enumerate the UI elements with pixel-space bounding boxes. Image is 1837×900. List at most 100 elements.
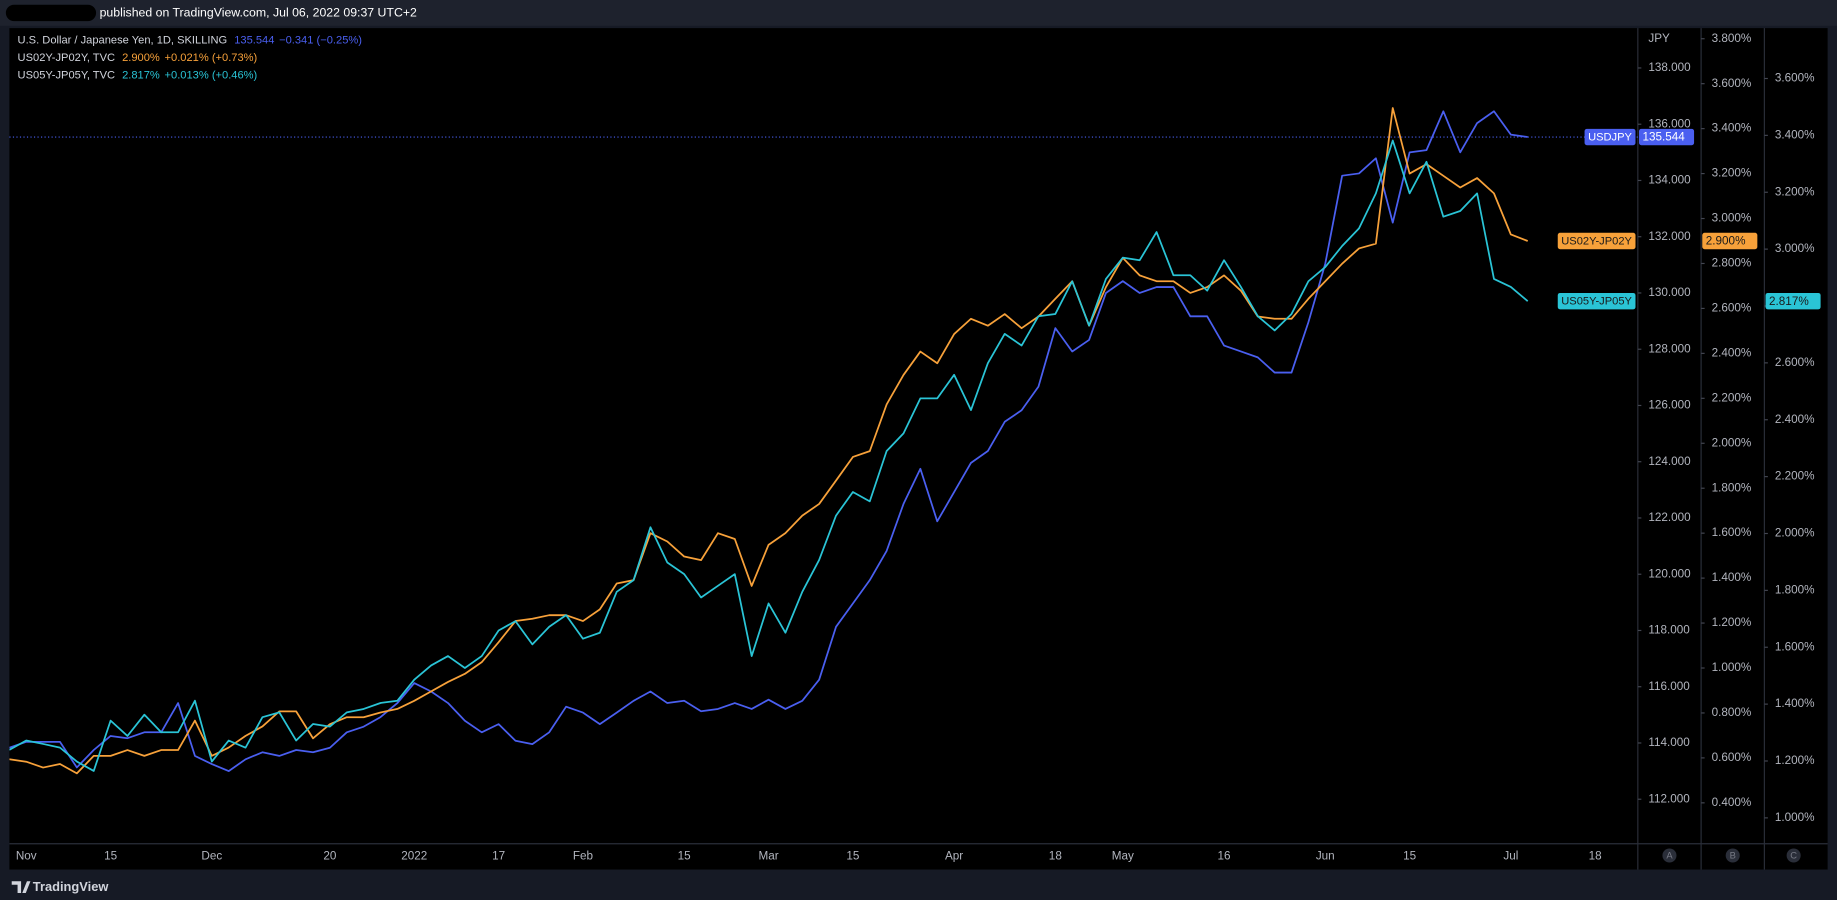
x-tick-label: 17 — [492, 850, 505, 863]
y-tick-label: 3.400% — [1775, 128, 1815, 141]
y-tick-label: 0.600% — [1712, 751, 1752, 764]
y-tick-label: 1.400% — [1712, 571, 1752, 584]
publish-info: published on TradingView.com, Jul 06, 20… — [100, 6, 417, 20]
y-tick-label: 1.800% — [1712, 481, 1752, 494]
legend-value: 2.900% — [122, 52, 160, 64]
last-value-label: 135.544 — [1643, 131, 1686, 144]
legend-value: 135.544 — [234, 34, 274, 46]
axis-button-label: C — [1790, 851, 1797, 861]
y-tick-label: 1.600% — [1712, 526, 1752, 539]
y-tick-label: 2.800% — [1712, 257, 1752, 270]
series-name-tag-label: US05Y-JP05Y — [1561, 296, 1632, 308]
y-tick-label: 2.400% — [1775, 413, 1815, 426]
x-tick-label: 20 — [323, 850, 337, 863]
y-tick-label: 1.600% — [1775, 640, 1815, 653]
series-name-tag — [1584, 128, 1636, 146]
axis-button-label: B — [1730, 851, 1736, 861]
legend-title: US05Y-JP05Y, TVC — [18, 70, 116, 82]
series-name-tag-label: US02Y-JP02Y — [1561, 236, 1632, 248]
x-tick-label: Apr — [945, 850, 963, 863]
y-tick-label: 0.800% — [1712, 706, 1752, 719]
last-value-label: 2.817% — [1769, 295, 1809, 308]
y-tick-label: 2.200% — [1712, 391, 1752, 404]
legend-change: −0.341 (−0.25%) — [279, 34, 362, 46]
x-tick-label: 16 — [1218, 850, 1231, 863]
y-tick-label: 130.000 — [1648, 286, 1691, 299]
x-tick-label: 2022 — [401, 850, 427, 863]
last-value-tag — [1639, 128, 1695, 146]
legend-entry: US02Y-JP02Y, TVC 2.900% +0.021% (+0.73%) — [18, 52, 258, 64]
axis-button — [1786, 848, 1801, 863]
footer-logo — [11, 881, 31, 893]
legend-value: 2.817% — [122, 70, 160, 82]
y-tick-label: 2.400% — [1712, 346, 1752, 359]
y-tick-label: 136.000 — [1648, 117, 1691, 130]
x-tick-label: 15 — [1403, 850, 1417, 863]
y-tick-label: 3.600% — [1712, 77, 1752, 90]
x-tick-label: Mar — [758, 850, 778, 863]
y-tick-label: 132.000 — [1648, 230, 1691, 243]
y-tick-label: 2.600% — [1775, 356, 1815, 369]
y-tick-label: 134.000 — [1648, 174, 1691, 187]
axis-button-label: A — [1666, 851, 1673, 861]
x-tick-label: 18 — [1049, 850, 1062, 863]
y-tick-label: 114.000 — [1648, 736, 1690, 749]
logo-icon — [11, 881, 31, 893]
axis-button — [1725, 848, 1740, 863]
y-tick-label: 3.000% — [1712, 212, 1752, 225]
price-axis-unit: JPY — [1648, 32, 1670, 45]
y-tick-label: 3.000% — [1775, 242, 1815, 255]
y-tick-label: 1.000% — [1775, 811, 1815, 824]
y-tick-label: 1.200% — [1712, 616, 1752, 629]
y-tick-label: 116.000 — [1648, 680, 1690, 693]
series-name-tag — [1557, 292, 1636, 310]
x-tick-label: 15 — [104, 850, 118, 863]
y-tick-label: 112.000 — [1648, 792, 1690, 805]
y-tick-label: 2.000% — [1712, 436, 1752, 449]
y-tick-label: 1.800% — [1775, 583, 1815, 596]
x-tick-label: May — [1112, 850, 1134, 863]
y-tick-label: 128.000 — [1648, 342, 1691, 355]
x-tick-label: Dec — [201, 850, 222, 863]
y-tick-label: 3.800% — [1712, 32, 1752, 45]
legend-title: U.S. Dollar / Japanese Yen, 1D, SKILLING — [18, 34, 228, 46]
y-tick-label: 1.400% — [1775, 697, 1815, 710]
top-bar — [0, 0, 1837, 26]
legend-change: +0.013% (+0.46%) — [165, 70, 258, 82]
series-name-tag-label: USDJPY — [1588, 132, 1632, 144]
y-tick-label: 3.600% — [1775, 72, 1815, 85]
y-tick-label: 2.000% — [1775, 527, 1815, 540]
y-tick-label: 3.400% — [1712, 122, 1752, 135]
series-line — [9, 107, 1529, 775]
y-tick-label: 124.000 — [1648, 455, 1691, 468]
chart-pane — [9, 28, 1828, 870]
y-tick-label: 2.600% — [1712, 302, 1752, 315]
x-tick-label: Nov — [16, 850, 37, 863]
x-tick-label: 15 — [678, 850, 692, 863]
y-tick-label: 2.200% — [1775, 470, 1815, 483]
y-tick-label: 126.000 — [1648, 399, 1691, 412]
legend-change: +0.021% (+0.73%) — [165, 52, 258, 64]
legend-entry: U.S. Dollar / Japanese Yen, 1D, SKILLING… — [18, 34, 363, 46]
last-value-label: 2.900% — [1706, 235, 1746, 248]
y-tick-label: 122.000 — [1648, 511, 1691, 524]
x-tick-label: 15 — [846, 850, 860, 863]
y-tick-label: 120.000 — [1648, 567, 1691, 580]
series-line — [9, 110, 1528, 772]
x-tick-label: Feb — [573, 850, 594, 863]
y-tick-label: 1.000% — [1712, 661, 1752, 674]
y-tick-label: 118.000 — [1648, 624, 1690, 637]
redacted-author — [5, 4, 97, 22]
y-tick-label: 1.200% — [1775, 754, 1815, 767]
series-line — [9, 139, 1529, 772]
y-tick-label: 0.400% — [1712, 796, 1752, 809]
y-tick-label: 3.200% — [1775, 185, 1815, 198]
series-name-tag — [1557, 232, 1636, 250]
last-value-tag — [1702, 232, 1758, 250]
legend-entry: US05Y-JP05Y, TVC 2.817% +0.013% (+0.46%) — [18, 70, 258, 82]
x-tick-label: Jul — [1503, 850, 1518, 863]
x-tick-label: Jun — [1316, 850, 1335, 863]
legend-title: US02Y-JP02Y, TVC — [18, 52, 116, 64]
